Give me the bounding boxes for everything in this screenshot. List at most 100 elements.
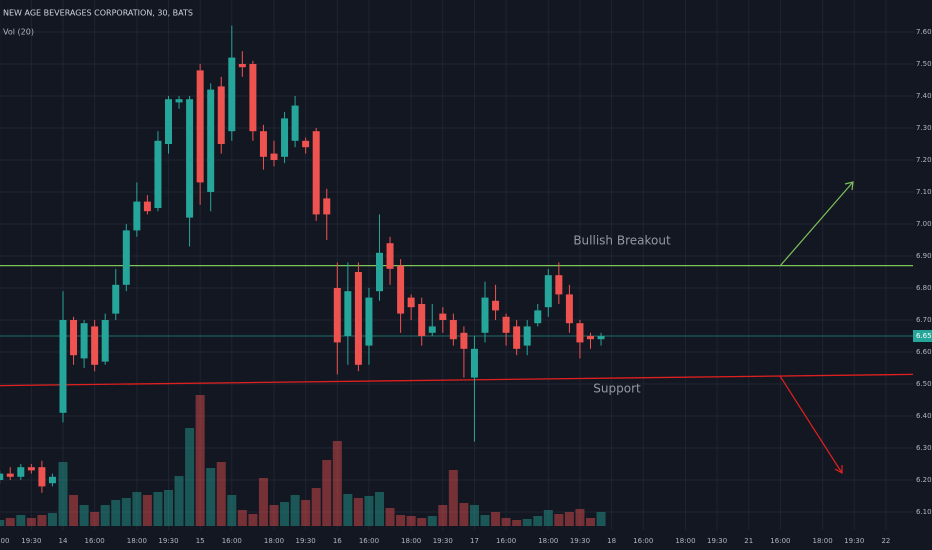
y-tick-label: 6.60	[916, 348, 932, 356]
volume-bar	[280, 502, 290, 526]
candle-body	[386, 243, 394, 269]
candle-body	[323, 198, 331, 215]
x-tick-label: 16	[333, 537, 342, 545]
candle-body	[38, 467, 46, 487]
x-tick-label: 19:30	[844, 537, 864, 545]
volume-bar	[480, 515, 490, 526]
candle-body	[196, 70, 204, 183]
volume-bar	[564, 512, 574, 526]
y-tick-label: 6.90	[916, 252, 932, 260]
candle-body	[217, 86, 225, 144]
annotation: Support	[593, 382, 641, 396]
volume-bar	[5, 518, 15, 526]
candle-body	[27, 467, 35, 471]
volume-bar	[248, 514, 258, 526]
candle-body	[376, 252, 383, 292]
candle-body	[91, 326, 99, 365]
x-tick-label: 18:00	[127, 537, 147, 545]
volume-bar	[269, 505, 279, 526]
annotation: Bullish Breakout	[573, 234, 671, 248]
volume-bar	[353, 498, 363, 526]
x-tick-label: 22	[881, 537, 890, 545]
candle-body	[502, 316, 510, 333]
volume-bar	[469, 505, 479, 526]
candle-body	[354, 272, 362, 365]
candle-body	[101, 320, 109, 362]
y-tick-label: 7.60	[916, 28, 932, 36]
candle-body	[122, 230, 130, 285]
x-tick-label: 18	[607, 537, 616, 545]
volume-bar	[142, 495, 152, 526]
candle-body	[597, 336, 605, 340]
x-tick-label: 19:30	[433, 537, 453, 545]
candle-body	[576, 323, 584, 343]
volume-bar	[237, 510, 247, 526]
candle-body	[418, 304, 426, 336]
volume-bar	[596, 512, 606, 526]
x-tick-label: 14	[59, 537, 68, 545]
x-tick-label: 19:30	[21, 537, 41, 545]
x-tick-label: 16:00	[359, 537, 379, 545]
volume-bar	[79, 505, 89, 526]
volume-bar	[164, 490, 173, 526]
volume-bar	[58, 462, 68, 526]
candle-body	[481, 297, 489, 333]
y-tick-label: 6.10	[916, 508, 932, 516]
volume-bar	[364, 496, 374, 526]
volume-bar	[375, 492, 384, 526]
chart-title: NEW AGE BEVERAGES CORPORATION, 30, BATS	[3, 9, 193, 18]
candle-body	[428, 326, 436, 333]
x-tick-label: 21	[744, 537, 753, 545]
candle-body	[0, 473, 4, 480]
candle-body	[133, 201, 141, 231]
x-tick-label: 17	[470, 537, 479, 545]
x-tick-label: 19:30	[158, 537, 178, 545]
volume-bar	[37, 515, 47, 526]
x-tick-label: 18:00	[264, 537, 284, 545]
y-tick-label: 7.40	[916, 92, 932, 100]
y-tick-label: 7.10	[916, 188, 932, 196]
volume-bar	[512, 520, 522, 526]
volume-bar	[385, 508, 395, 526]
candle-body	[238, 64, 246, 68]
x-tick-label: 16:00	[496, 537, 516, 545]
candle-body	[439, 313, 447, 320]
candle-body	[175, 99, 183, 103]
volume-bar	[195, 395, 205, 526]
candle-body	[186, 99, 194, 218]
volume-bar	[216, 462, 226, 526]
volume-bar	[290, 495, 300, 526]
volume-pane	[0, 395, 606, 526]
candle-body	[48, 476, 56, 484]
volume-bar	[459, 503, 469, 526]
candle-body	[565, 294, 573, 324]
volume-bar	[121, 498, 131, 526]
candle-body	[281, 118, 289, 157]
candle-body	[333, 288, 341, 343]
time-axis	[0, 530, 932, 550]
x-tick-label: 16:00	[770, 537, 790, 545]
bullish-arrow	[779, 181, 854, 267]
volume-bar	[26, 518, 36, 526]
candle-body	[207, 89, 215, 192]
volume-bar	[438, 505, 448, 526]
volume-bar	[501, 518, 511, 526]
volume-bar	[406, 516, 416, 526]
volume-bar	[206, 468, 216, 526]
volume-bar	[174, 476, 184, 526]
indicator-label: Vol (20)	[3, 28, 34, 37]
candle-body	[154, 140, 162, 208]
volume-bar	[90, 512, 100, 526]
volume-bar	[575, 509, 585, 526]
volume-bar	[543, 510, 553, 526]
volume-bar	[322, 460, 332, 526]
volume-bar	[100, 505, 110, 526]
volume-bar	[185, 428, 195, 526]
candle-body	[523, 326, 531, 346]
volume-bar	[16, 515, 26, 526]
volume-bar	[258, 478, 268, 526]
x-tick-label: 00	[1, 537, 10, 545]
volume-bar	[69, 495, 79, 526]
volume-bar	[448, 470, 458, 526]
